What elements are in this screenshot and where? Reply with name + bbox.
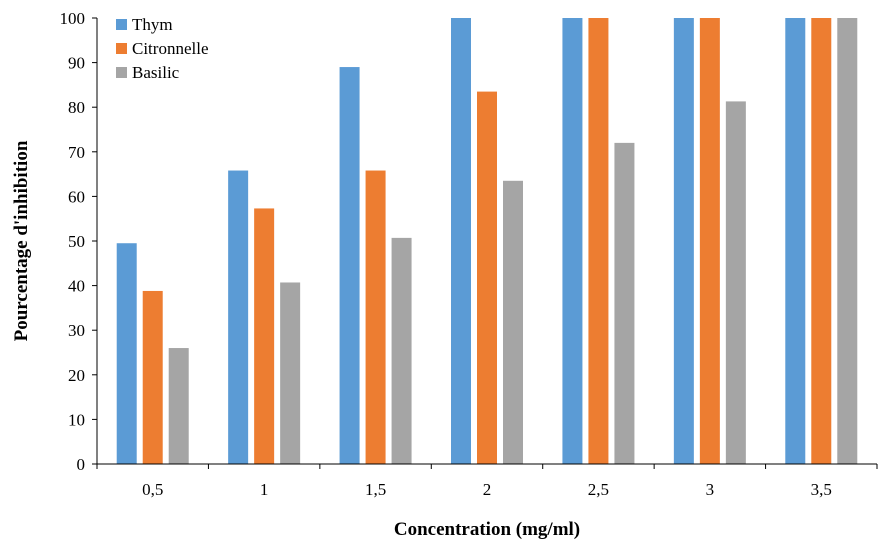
- bar-citronnelle-0: [142, 290, 163, 464]
- y-tick-label: 90: [68, 54, 85, 73]
- bar-thym-3: [451, 18, 471, 464]
- legend-swatch-thym: [116, 19, 127, 30]
- bar-citronnelle-1: [254, 208, 275, 464]
- bar-citronnelle-2: [365, 170, 386, 465]
- legend-label-thym: Thym: [132, 15, 173, 34]
- bar-citronnelle-6: [811, 18, 832, 464]
- bar-thym-1: [228, 170, 249, 465]
- legend-swatch-citronnelle: [116, 43, 127, 54]
- y-tick-label: 50: [68, 232, 85, 251]
- bar-basilic-1: [280, 282, 301, 464]
- x-axis-title: Concentration (mg/ml): [394, 519, 580, 540]
- bar-basilic-2: [391, 237, 412, 464]
- bar-thym-6: [785, 18, 806, 464]
- y-tick-label: 80: [68, 98, 85, 117]
- legend-label-citronnelle: Citronnelle: [132, 39, 208, 58]
- bar-basilic-6: [837, 18, 858, 464]
- x-tick-label: 3: [706, 480, 715, 499]
- y-tick-label: 0: [77, 455, 86, 474]
- y-tick-label: 10: [68, 410, 85, 429]
- bar-basilic-5: [725, 101, 746, 464]
- bar-basilic-3: [503, 180, 523, 465]
- y-tick-label: 20: [68, 366, 85, 385]
- y-axis-title: Pourcentage d'inhibition: [11, 140, 32, 341]
- x-tick-label: 1,5: [365, 480, 386, 499]
- bar-thym-0: [116, 243, 137, 464]
- y-tick-label: 100: [60, 9, 86, 28]
- legend: Thym Citronnelle Basilic: [116, 15, 208, 82]
- legend-label-basilic: Basilic: [132, 63, 180, 82]
- bar-basilic-4: [614, 142, 635, 464]
- x-tick-label: 1: [260, 480, 269, 499]
- bar-citronnelle-3: [477, 91, 497, 464]
- bar-citronnelle-4: [588, 18, 609, 464]
- bars-layer: [116, 18, 858, 465]
- bar-basilic-0: [168, 348, 189, 464]
- x-tick-label: 0,5: [142, 480, 163, 499]
- y-tick-label: 70: [68, 143, 85, 162]
- bar-thym-4: [562, 18, 583, 464]
- bar-thym-2: [339, 67, 360, 464]
- y-tick-label: 40: [68, 277, 85, 296]
- x-tick-label: 3,5: [811, 480, 832, 499]
- x-tick-label: 2: [483, 480, 492, 499]
- legend-swatch-basilic: [116, 67, 127, 78]
- y-tick-label: 30: [68, 321, 85, 340]
- bar-thym-5: [673, 18, 694, 464]
- bar-citronnelle-5: [699, 18, 720, 464]
- y-tick-label: 60: [68, 187, 85, 206]
- axes-layer: 0 10 20 30 40 50 60 70 80 90 100 0,5 1 1,5 2 2,5 3 3,5: [60, 9, 878, 499]
- x-tick-label: 2,5: [588, 480, 609, 499]
